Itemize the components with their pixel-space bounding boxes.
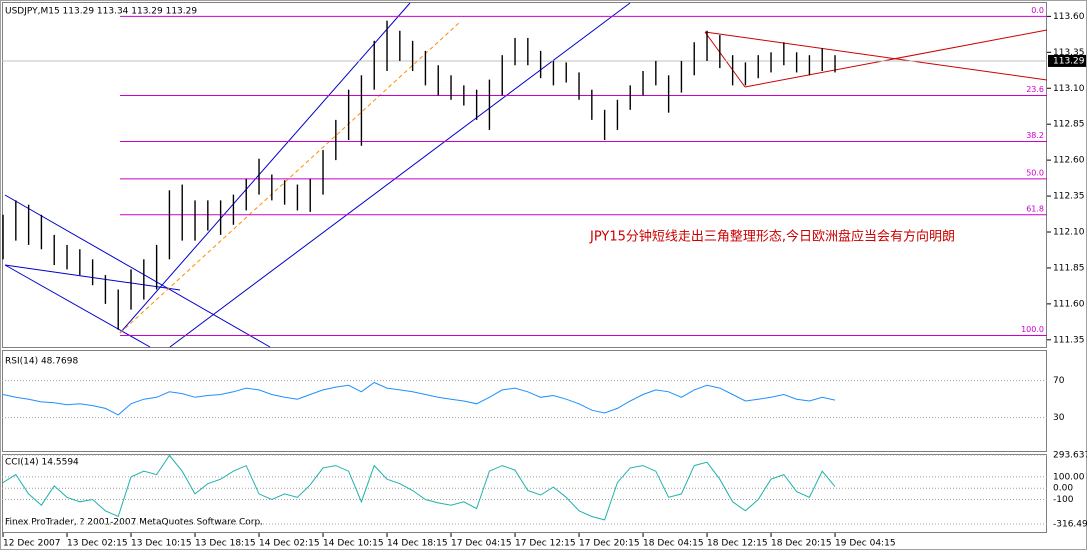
y-tick-label: 0.00	[1053, 484, 1073, 494]
x-tick-label: 13 Dec 10:15	[131, 539, 192, 549]
fib-label: 61.8	[1026, 204, 1044, 213]
y-tick-label: 113.60	[1053, 12, 1085, 22]
x-tick-label: 19 Dec 04:15	[835, 539, 896, 549]
cci-title: CCI(14) 14.5594	[5, 458, 79, 468]
x-tick-label: 18 Dec 12:15	[707, 539, 768, 549]
y-tick-label: 112.35	[1053, 192, 1085, 202]
channel-line	[119, 2, 411, 334]
x-tick-label: 14 Dec 02:15	[259, 539, 320, 549]
x-tick-label: 18 Dec 20:15	[771, 539, 832, 549]
footer: Finex ProTrader, ? 2001-2007 MetaQuotes …	[5, 518, 263, 528]
y-tick-label: 111.85	[1053, 263, 1085, 273]
indicator-line	[2, 454, 836, 521]
y-tick-label: 112.85	[1053, 120, 1085, 130]
current-price-tag	[1048, 54, 1086, 67]
x-tick-label: 13 Dec 18:15	[195, 539, 256, 549]
y-tick-label: -316.491	[1053, 520, 1087, 530]
y-tick-label: 112.60	[1053, 156, 1085, 166]
channel-line	[169, 2, 631, 348]
x-tick-label: 14 Dec 18:15	[387, 539, 448, 549]
x-tick-label: 12 Dec 2007	[3, 539, 61, 549]
x-tick-label: 13 Dec 02:15	[67, 539, 128, 549]
y-tick-label: 113.35	[1053, 48, 1085, 58]
rsi-title: RSI(14) 48.7698	[5, 357, 78, 367]
cci-panel	[2, 454, 1047, 533]
fib-label: 100.0	[1021, 325, 1044, 334]
y-tick-label: 30	[1053, 413, 1065, 423]
x-tick-label: 17 Dec 20:15	[579, 539, 640, 549]
y-tick-label: -100	[1053, 495, 1074, 505]
chart-title: USDJPY,M15 113.29 113.34 113.29 113.29	[5, 7, 197, 17]
x-tick-label: 17 Dec 12:15	[515, 539, 576, 549]
drawn-objects	[4, 2, 1048, 348]
triangle-line	[704, 31, 1048, 81]
x-tick-label: 18 Dec 04:15	[643, 539, 704, 549]
current-price-label: 113.29	[1053, 56, 1085, 66]
fib-label: 38.2	[1026, 131, 1044, 140]
y-tick-label: 113.10	[1053, 84, 1085, 94]
x-tick-label: 14 Dec 10:15	[323, 539, 384, 549]
y-tick-label: 100.00	[1053, 472, 1085, 482]
fib-label: 0.0	[1031, 6, 1044, 15]
y-tick-label: 70	[1053, 376, 1065, 386]
annotation: JPY15分钟短线走出三角整理形态,今日欧洲盘应当会有方向明朗	[589, 229, 955, 245]
rsi-panel	[2, 350, 1047, 452]
fib-label: 23.6	[1026, 85, 1044, 94]
channel-line	[4, 194, 271, 348]
y-tick-label: 112.10	[1053, 228, 1085, 238]
y-tick-label: 293.637	[1053, 451, 1087, 461]
price-panel	[2, 2, 1047, 348]
channel-line	[4, 264, 151, 348]
fib-label: 50.0	[1026, 168, 1044, 177]
x-tick-label: 17 Dec 04:15	[451, 539, 512, 549]
y-tick-label: 111.35	[1053, 335, 1085, 345]
indicator-line	[2, 381, 836, 416]
triangle-line	[704, 31, 746, 88]
y-tick-label: 111.60	[1053, 299, 1085, 309]
triangle-line	[744, 29, 1048, 88]
